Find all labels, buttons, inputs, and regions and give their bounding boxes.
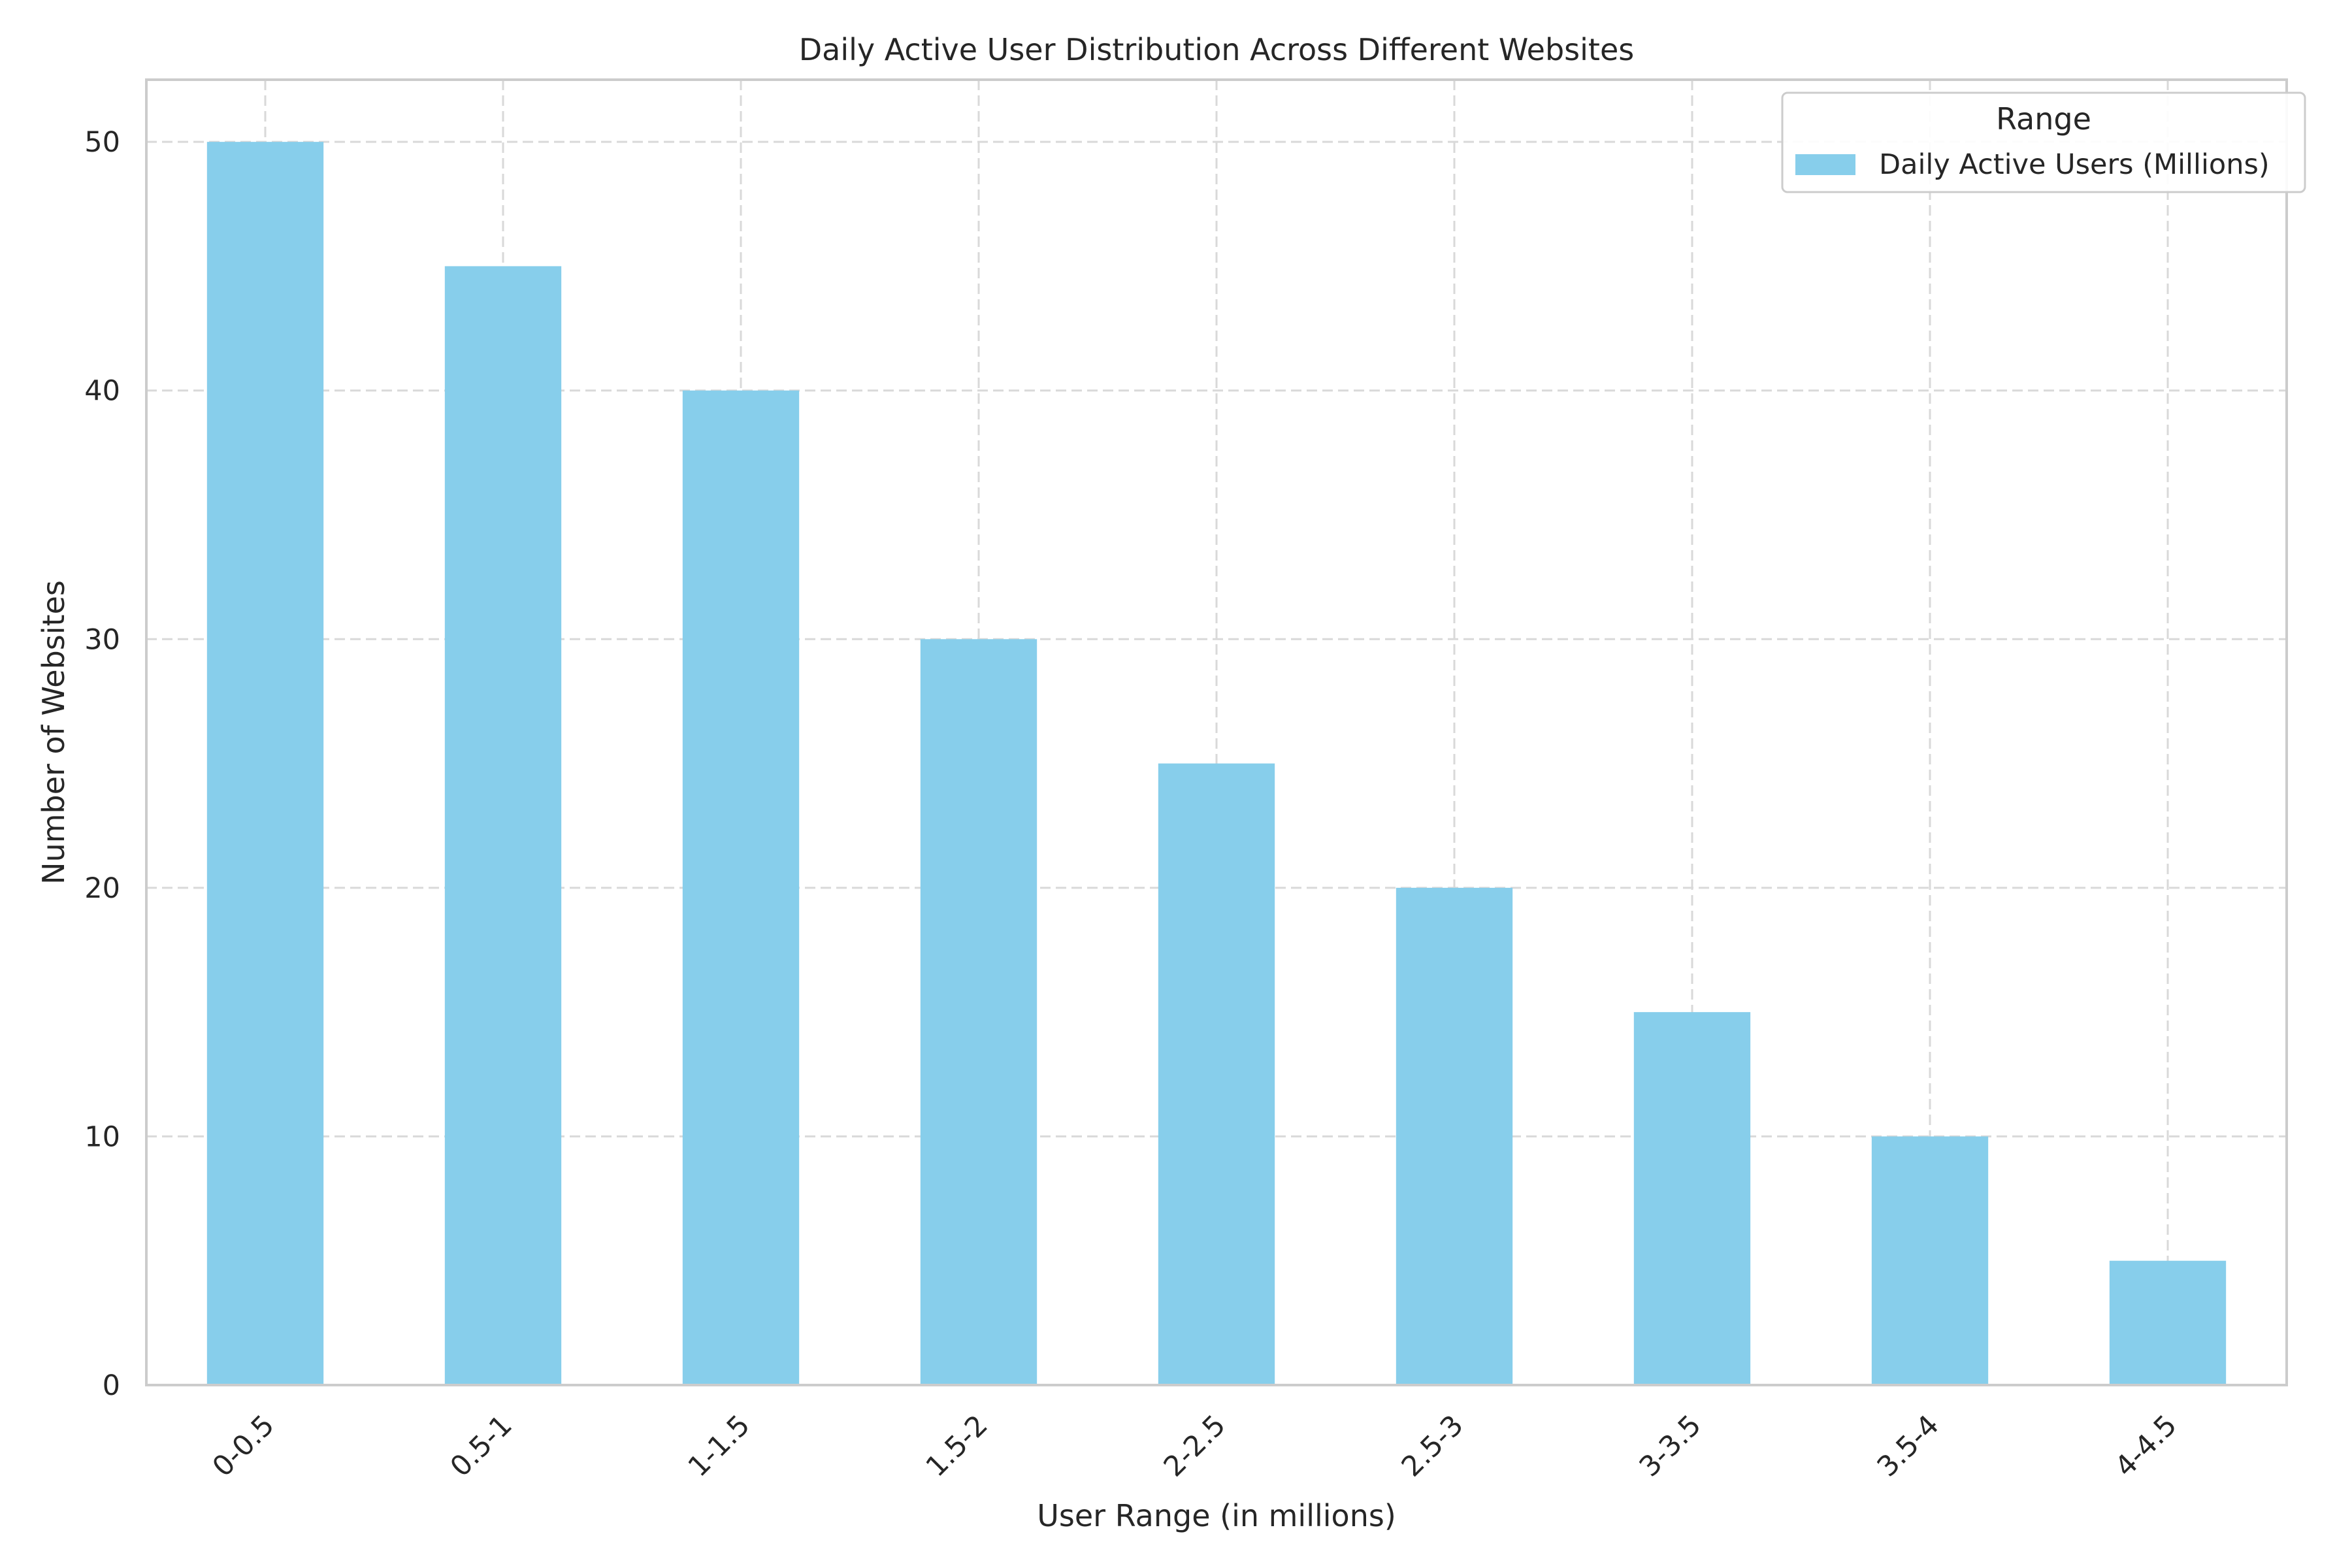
bar-2.5-3: [1396, 887, 1513, 1385]
y-tick-label: 10: [84, 1120, 120, 1153]
chart-title: Daily Active User Distribution Across Di…: [799, 32, 1634, 67]
bars-layer: [206, 142, 2227, 1386]
legend: Range Daily Active Users (Millions): [1781, 91, 2306, 193]
y-tick-labels: 0 10 20 30 40 50: [84, 126, 120, 1402]
legend-title: Range: [1996, 101, 2091, 137]
x-axis-label: User Range (in millions): [1037, 1498, 1396, 1533]
bar-0.5-1: [444, 266, 562, 1385]
y-tick-label: 30: [84, 623, 120, 656]
bar-4-4.5: [2109, 1260, 2227, 1385]
y-tick-label: 50: [84, 126, 120, 159]
bar-1-1.5: [682, 390, 800, 1385]
y-tick-label: 0: [103, 1369, 120, 1402]
y-axis-label: Number of Websites: [36, 580, 71, 885]
bar-3-3.5: [1633, 1012, 1751, 1385]
bar-3.5-4: [1871, 1136, 1989, 1385]
plot-frame: [145, 78, 2288, 1386]
legend-swatch: [1795, 154, 1855, 175]
y-tick-label: 20: [84, 872, 120, 905]
bar-1.5-2: [920, 639, 1037, 1386]
legend-label: Daily Active Users (Millions): [1879, 148, 2270, 181]
bar-2-2.5: [1158, 763, 1275, 1385]
legend-box: [1781, 91, 2306, 193]
bar-0-0.5: [206, 142, 324, 1386]
y-tick-label: 40: [84, 375, 120, 408]
